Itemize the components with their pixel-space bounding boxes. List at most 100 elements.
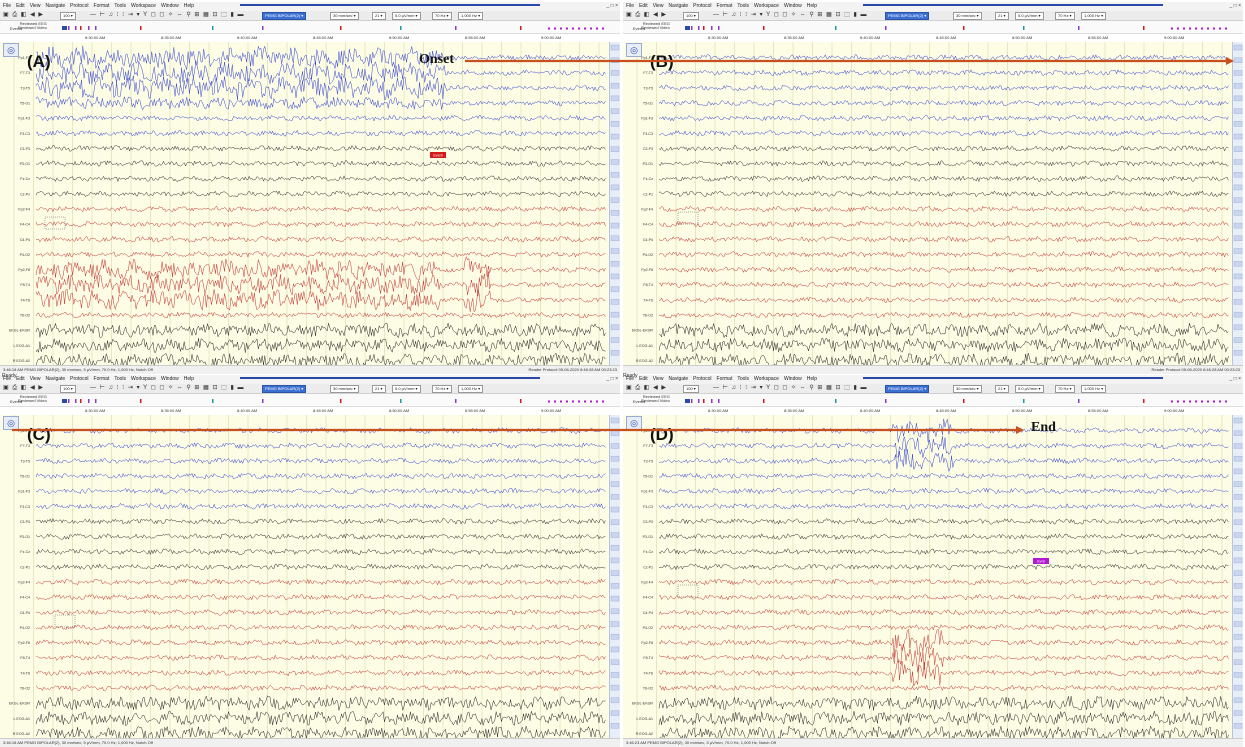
lff-select[interactable]: 70 Hz ▾ (432, 385, 452, 393)
menu-item[interactable]: Tools (737, 3, 750, 9)
time-tick-label: 8:35:00 AM (161, 408, 182, 413)
channels-select[interactable]: 21 ▾ (372, 12, 386, 20)
menu-item[interactable]: File (3, 3, 12, 9)
menu-item[interactable]: Navigate (668, 3, 689, 9)
timebase-select[interactable]: 30 mm/sec ▾ (330, 12, 359, 20)
menu-item[interactable]: View (29, 376, 41, 382)
montage-select[interactable]: PEMG BIPOLAR(2) ▾ (885, 385, 930, 393)
lff-select[interactable]: 70 Hz ▾ (1055, 12, 1075, 20)
menu-item[interactable]: Help (806, 3, 818, 9)
menu-item[interactable]: Workspace (131, 3, 156, 9)
menu-item[interactable]: Format (93, 376, 110, 382)
record-target-icon[interactable]: ◎ (3, 416, 19, 430)
zoom-select[interactable]: 100 ▾ (60, 12, 76, 20)
menu-item[interactable]: Workspace (754, 3, 779, 9)
menu-item[interactable]: Protocol (70, 3, 89, 9)
lff-select[interactable]: 70 Hz ▾ (1055, 385, 1075, 393)
hff-select[interactable]: 1,000 Hz ▾ (458, 385, 484, 393)
menu-item[interactable]: Protocol (70, 376, 89, 382)
menu-item[interactable]: Edit (639, 376, 648, 382)
window-controls[interactable]: _ □ × (606, 376, 619, 382)
timebase-select[interactable]: 30 mm/sec ▾ (953, 385, 982, 393)
menu-item[interactable]: Help (806, 376, 818, 382)
timebase-select[interactable]: 30 mm/sec ▾ (953, 12, 982, 20)
sensitivity-select[interactable]: 5.0 µV/mm ▾ (1015, 385, 1044, 393)
menu-item[interactable]: Format (716, 3, 733, 9)
menu-item[interactable]: File (3, 376, 12, 382)
menu-item[interactable]: Format (716, 376, 733, 382)
menu-item[interactable]: Help (183, 376, 195, 382)
toolbar-icons[interactable]: ▣ ⎙ ◧ ◀ ▶ (626, 385, 668, 391)
menu-item[interactable]: File (626, 3, 635, 9)
record-target-icon[interactable]: ◎ (626, 416, 642, 430)
eeg-trace (35, 271, 606, 297)
menu-item[interactable]: Navigate (45, 376, 66, 382)
channels-select[interactable]: 21 ▾ (995, 12, 1009, 20)
hff-select[interactable]: 1,000 Hz ▾ (458, 12, 484, 20)
timebase-select[interactable]: 30 mm/sec ▾ (330, 385, 359, 393)
window-controls[interactable]: _ □ × (1229, 3, 1242, 9)
menu-item[interactable]: Workspace (754, 376, 779, 382)
event-marker (212, 26, 214, 30)
toolbar-icons[interactable]: ▣ ⎙ ◧ ◀ ▶ (626, 12, 668, 18)
menu-item[interactable]: View (652, 3, 664, 9)
menu-item[interactable]: Navigate (45, 3, 66, 9)
zoom-select[interactable]: 100 ▾ (683, 12, 699, 20)
time-tick-label: 8:30:00 AM (708, 35, 729, 40)
window-controls[interactable]: _ □ × (1229, 376, 1242, 382)
toolbar-icons[interactable]: ▣ ⎙ ◧ ◀ ▶ (3, 385, 45, 391)
menu-item[interactable]: Navigate (668, 376, 689, 382)
toolbar-tool-icons[interactable]: — ⊢ ♫ ⁝ ⁝ ⇥ ▾ Y ◻ ◻ ✧ ⇔ ⚲ ⊞ ▦ ⊡ ⬚ ▮ ▬ (90, 385, 245, 391)
menu-item[interactable]: Tools (737, 376, 750, 382)
menu-item[interactable]: Protocol (693, 3, 712, 9)
menu-item[interactable]: Window (783, 376, 802, 382)
menu-item[interactable]: File (626, 376, 635, 382)
event-marker (963, 26, 965, 30)
eeg-trace (658, 205, 1229, 213)
event-marker (80, 399, 82, 403)
sensitivity-select[interactable]: 5.0 µV/mm ▾ (392, 12, 421, 20)
sensitivity-select[interactable]: 5.0 µV/mm ▾ (392, 385, 421, 393)
menu-item[interactable]: Protocol (693, 376, 712, 382)
toolbar-tool-icons[interactable]: — ⊢ ♫ ⁝ ⁝ ⇥ ▾ Y ◻ ◻ ✧ ⇔ ⚲ ⊞ ▦ ⊡ ⬚ ▮ ▬ (90, 12, 245, 18)
zoom-select[interactable]: 100 ▾ (60, 385, 76, 393)
time-tick-label: 8:40:00 AM (860, 35, 881, 40)
record-target-icon[interactable]: ◎ (3, 43, 19, 57)
menu-item[interactable]: Window (783, 3, 802, 9)
side-button (1233, 121, 1243, 127)
menu-item[interactable]: Workspace (131, 376, 156, 382)
montage-select[interactable]: PEMG BIPOLAR(2) ▾ (262, 12, 307, 20)
record-target-icon[interactable]: ◎ (626, 43, 642, 57)
sensitivity-select[interactable]: 5.0 µV/mm ▾ (1015, 12, 1044, 20)
hff-select[interactable]: 1,000 Hz ▾ (1081, 12, 1107, 20)
event-dot (1225, 27, 1227, 30)
eeg-trace (35, 624, 606, 631)
channels-select[interactable]: 21 ▾ (995, 385, 1009, 393)
montage-select[interactable]: PEMG BIPOLAR(2) ▾ (262, 385, 307, 393)
side-button (1233, 273, 1243, 280)
menu-item[interactable]: Edit (639, 3, 648, 9)
menu-item[interactable]: Tools (114, 3, 127, 9)
toolbar-icons[interactable]: ▣ ⎙ ◧ ◀ ▶ (3, 12, 45, 18)
hff-select[interactable]: 1,000 Hz ▾ (1081, 385, 1107, 393)
menu-item[interactable]: Edit (16, 3, 25, 9)
menu-item[interactable]: Format (93, 3, 110, 9)
menu-item[interactable]: Window (160, 376, 179, 382)
toolbar-tool-icons[interactable]: — ⊢ ♫ ⁝ ⁝ ⇥ ▾ Y ◻ ◻ ✧ ⇔ ⚲ ⊞ ▦ ⊡ ⬚ ▮ ▬ (713, 12, 868, 18)
toolbar-tool-icons[interactable]: — ⊢ ♫ ⁝ ⁝ ⇥ ▾ Y ◻ ◻ ✧ ⇔ ⚲ ⊞ ▦ ⊡ ⬚ ▮ ▬ (713, 385, 868, 391)
lff-select[interactable]: 70 Hz ▾ (432, 12, 452, 20)
side-button (610, 506, 620, 513)
menu-item[interactable]: Tools (114, 376, 127, 382)
menu-item[interactable]: Window (160, 3, 179, 9)
channels-select[interactable]: 21 ▾ (372, 385, 386, 393)
menu-item[interactable]: View (652, 376, 664, 382)
event-marker (703, 399, 705, 403)
menu-item[interactable]: Help (183, 3, 195, 9)
zoom-select[interactable]: 100 ▾ (683, 385, 699, 393)
side-button (610, 621, 620, 627)
menu-item[interactable]: Edit (16, 376, 25, 382)
montage-select[interactable]: PEMG BIPOLAR(2) ▾ (885, 12, 930, 20)
menu-item[interactable]: View (29, 3, 41, 9)
calibration-box (44, 216, 66, 230)
window-controls[interactable]: _ □ × (606, 3, 619, 9)
